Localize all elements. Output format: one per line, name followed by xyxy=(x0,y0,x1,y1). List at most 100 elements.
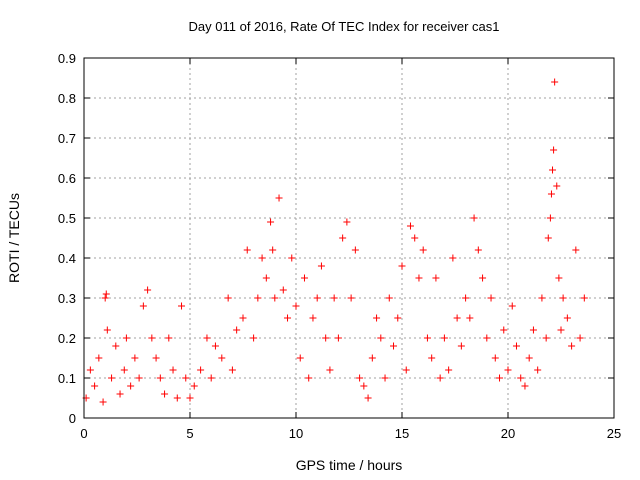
data-point xyxy=(423,334,431,342)
data-point xyxy=(479,274,487,282)
data-point xyxy=(343,218,351,226)
data-point xyxy=(334,334,342,342)
data-point xyxy=(148,334,156,342)
data-point xyxy=(243,246,251,254)
data-point xyxy=(271,294,279,302)
data-point xyxy=(224,294,232,302)
data-point xyxy=(512,342,520,350)
data-point xyxy=(544,234,552,242)
data-point xyxy=(144,286,152,294)
data-point xyxy=(190,382,198,390)
data-point xyxy=(496,374,504,382)
y-tick-label: 0.6 xyxy=(58,171,76,186)
data-point xyxy=(555,274,563,282)
data-point xyxy=(108,374,116,382)
data-point xyxy=(385,294,393,302)
data-point xyxy=(415,274,423,282)
data-point xyxy=(288,254,296,262)
data-point xyxy=(169,366,177,374)
data-point xyxy=(139,302,147,310)
data-point xyxy=(250,334,258,342)
data-point xyxy=(491,354,499,362)
data-point xyxy=(538,294,546,302)
x-axis-label: GPS time / hours xyxy=(296,457,403,473)
data-point xyxy=(317,262,325,270)
data-point xyxy=(102,290,110,298)
data-point xyxy=(127,382,135,390)
data-point xyxy=(203,334,211,342)
data-point xyxy=(394,314,402,322)
data-point xyxy=(572,246,580,254)
data-point xyxy=(152,354,160,362)
data-point xyxy=(398,262,406,270)
grid-lines xyxy=(84,58,614,418)
data-point xyxy=(161,390,169,398)
data-point xyxy=(116,390,124,398)
data-point xyxy=(419,246,427,254)
data-point xyxy=(99,398,107,406)
data-point xyxy=(500,326,508,334)
y-axis-label: ROTI / TECUs xyxy=(6,193,22,283)
data-point xyxy=(504,366,512,374)
data-point xyxy=(339,234,347,242)
data-point xyxy=(131,354,139,362)
data-point xyxy=(239,314,247,322)
data-point xyxy=(156,374,164,382)
data-point xyxy=(326,366,334,374)
x-tick-label: 5 xyxy=(186,426,193,441)
data-point xyxy=(542,334,550,342)
data-point xyxy=(568,342,576,350)
data-point xyxy=(462,294,470,302)
y-tick-label: 0.7 xyxy=(58,131,76,146)
data-point xyxy=(262,274,270,282)
data-point xyxy=(550,146,558,154)
data-point xyxy=(364,394,372,402)
x-tick-label: 10 xyxy=(289,426,303,441)
data-point xyxy=(112,342,120,350)
data-point xyxy=(182,374,190,382)
x-tick-label: 20 xyxy=(501,426,515,441)
data-point xyxy=(313,294,321,302)
data-point xyxy=(356,374,364,382)
y-tick-label: 0.8 xyxy=(58,91,76,106)
y-tick-label: 0.2 xyxy=(58,331,76,346)
data-point xyxy=(135,374,143,382)
data-point xyxy=(178,302,186,310)
data-point xyxy=(557,326,565,334)
y-tick-label: 0.4 xyxy=(58,251,76,266)
data-point xyxy=(292,302,300,310)
data-point xyxy=(406,222,414,230)
data-point xyxy=(218,354,226,362)
y-tick-label: 0.1 xyxy=(58,371,76,386)
data-point xyxy=(508,302,516,310)
data-point xyxy=(559,294,567,302)
data-point xyxy=(470,214,478,222)
data-point xyxy=(258,254,266,262)
data-point xyxy=(487,294,495,302)
data-point xyxy=(551,78,559,86)
y-tick-label: 0 xyxy=(69,411,76,426)
data-point xyxy=(351,246,359,254)
data-point xyxy=(390,342,398,350)
data-point xyxy=(546,214,554,222)
data-point xyxy=(576,334,584,342)
y-tick-label: 0.9 xyxy=(58,51,76,66)
data-point xyxy=(474,246,482,254)
data-point xyxy=(95,354,103,362)
data-point xyxy=(120,366,128,374)
data-point xyxy=(549,166,557,174)
data-point xyxy=(517,374,525,382)
data-point xyxy=(521,382,529,390)
data-point xyxy=(432,274,440,282)
data-point xyxy=(322,334,330,342)
data-point xyxy=(86,366,94,374)
axis-ticks: 0 0.1 0.2 0.3 0.4 0.5 0.6 0.7 0.8 0.9 0 5 10 15 20 25 xyxy=(58,51,621,441)
data-point xyxy=(254,294,262,302)
data-point xyxy=(173,394,181,402)
data-point xyxy=(428,354,436,362)
x-tick-label: 0 xyxy=(80,426,87,441)
data-point xyxy=(483,334,491,342)
data-point xyxy=(525,354,533,362)
data-point xyxy=(466,314,474,322)
